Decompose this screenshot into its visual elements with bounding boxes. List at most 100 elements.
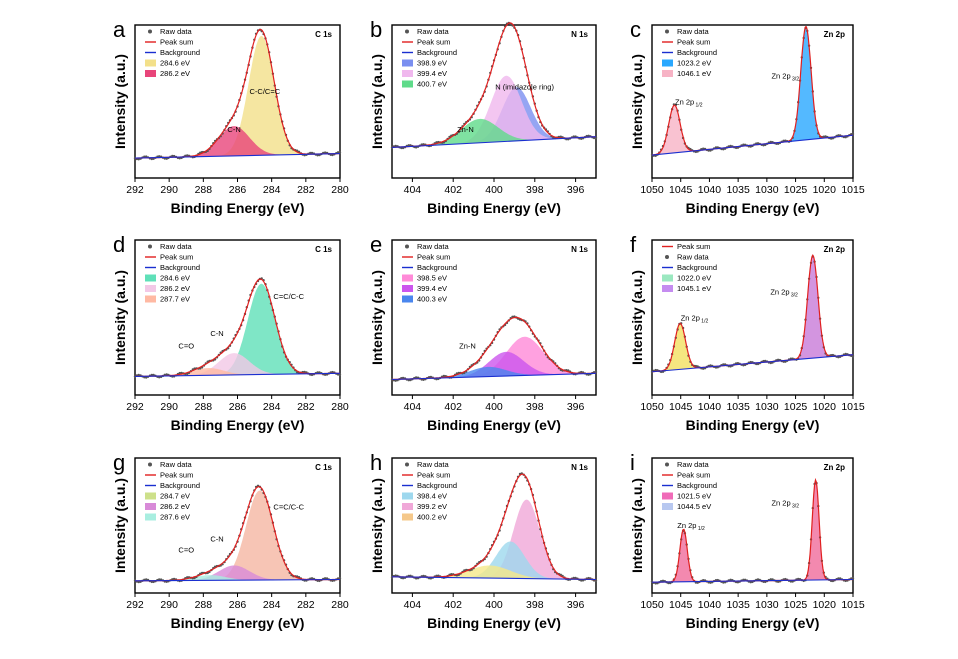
annotation-subscript: 1/2 xyxy=(696,526,705,532)
y-axis-label: Intensity (a.u.) xyxy=(369,54,385,149)
raw-data-point xyxy=(150,580,153,584)
x-tick-label: 1025 xyxy=(784,401,808,413)
peak-annotation: Zn-N xyxy=(459,342,476,351)
raw-data-point xyxy=(338,577,342,580)
peak-annotation: C-C/C=C xyxy=(250,87,281,96)
legend-label: 398.4 eV xyxy=(417,492,447,501)
legend-marker-box xyxy=(662,70,673,77)
raw-data-point xyxy=(776,358,780,361)
legend-label: Peak sum xyxy=(160,471,193,480)
raw-data-point xyxy=(709,581,712,584)
x-tick-label: 1040 xyxy=(698,599,722,611)
raw-data-point xyxy=(722,363,725,366)
raw-data-point xyxy=(158,155,161,158)
legend-label: 286.2 eV xyxy=(160,284,190,293)
raw-data-point xyxy=(429,375,433,379)
panel-letter: e xyxy=(370,232,382,257)
x-tick-label: 1040 xyxy=(698,401,722,413)
background-line xyxy=(651,354,854,373)
raw-data-point xyxy=(414,376,418,379)
annotation-subscript: 3/2 xyxy=(791,503,800,509)
raw-data-point xyxy=(729,144,732,148)
peak-component-0 xyxy=(392,87,596,148)
raw-data-point xyxy=(749,581,752,584)
legend-marker-box xyxy=(402,274,413,282)
x-tick-label: 398 xyxy=(526,599,544,611)
raw-data-point xyxy=(797,577,800,581)
legend-label: Background xyxy=(417,263,457,272)
legend-label: Peak sum xyxy=(677,38,710,47)
legend-label: Raw data xyxy=(677,27,710,36)
raw-data-point xyxy=(844,579,847,583)
raw-data-point xyxy=(789,357,793,360)
panel-c: 1050 1045 1040 1035 1030 1025 1020 1015 Binding … xyxy=(629,17,865,216)
x-tick-label: 396 xyxy=(567,401,585,413)
raw-data-point xyxy=(722,581,725,584)
legend-marker-dot xyxy=(148,244,152,249)
raw-data-point xyxy=(318,371,321,374)
legend-label: 399.4 eV xyxy=(417,284,447,293)
x-tick-label: 398 xyxy=(526,401,544,413)
legend-label: 400.7 eV xyxy=(417,80,447,89)
peak-annotation: C=O xyxy=(178,342,194,351)
raw-data-point xyxy=(729,365,732,368)
x-tick-label: 402 xyxy=(444,401,462,413)
x-tick-label: 396 xyxy=(567,599,585,611)
x-tick-label: 1050 xyxy=(640,184,664,196)
x-axis-label: Binding Energy (eV) xyxy=(686,615,820,631)
x-tick-label: 402 xyxy=(444,184,462,196)
legend-marker-box xyxy=(662,503,673,510)
x-axis-label: Binding Energy (eV) xyxy=(171,200,305,216)
panel-d: 292 290 288 286 284 282 280 Binding Energy (eV)… xyxy=(112,232,349,433)
legend-marker-box xyxy=(402,492,413,500)
x-tick-label: 280 xyxy=(331,401,349,413)
legend-label: Raw data xyxy=(677,460,710,469)
raw-data-point xyxy=(422,574,425,578)
raw-data-point xyxy=(414,577,418,580)
element-region-label: C 1s xyxy=(315,30,332,39)
peak-component-0 xyxy=(392,499,596,580)
panel-letter: i xyxy=(630,450,635,475)
raw-data-point xyxy=(702,147,705,150)
legend-marker-dot xyxy=(405,462,409,467)
legend-label: 399.4 eV xyxy=(417,69,447,78)
raw-data-point xyxy=(171,154,174,158)
x-tick-label: 1025 xyxy=(784,184,808,196)
raw-data-point xyxy=(769,140,772,144)
raw-data-point xyxy=(837,134,840,137)
raw-data-point xyxy=(394,144,397,148)
raw-data-point xyxy=(654,582,657,585)
raw-data-point xyxy=(580,579,583,582)
x-axis-label: Binding Energy (eV) xyxy=(427,417,561,433)
raw-data-point xyxy=(172,577,176,581)
raw-data-point xyxy=(831,579,835,583)
legend-marker-box xyxy=(402,59,413,67)
y-axis-label: Intensity (a.u.) xyxy=(629,270,645,365)
peak-component-2 xyxy=(135,575,340,581)
legend-label: Peak sum xyxy=(677,471,710,480)
x-tick-label: 290 xyxy=(160,401,178,413)
raw-data-point xyxy=(394,574,397,577)
raw-data-point xyxy=(331,370,334,374)
legend-label: Peak sum xyxy=(417,471,450,480)
background-line xyxy=(391,372,597,381)
raw-data-point xyxy=(742,143,745,146)
x-tick-label: 292 xyxy=(126,184,144,196)
x-tick-label: 400 xyxy=(485,401,503,413)
legend-label: Background xyxy=(160,481,200,490)
raw-data-point xyxy=(587,373,590,376)
panel-e: 404 402 400 398 396 Binding Energy (eV) Intens… xyxy=(369,232,598,433)
legend-label: 1022.0 eV xyxy=(677,274,711,283)
legend-label: Background xyxy=(677,48,717,57)
legend-label: 287.6 eV xyxy=(160,513,190,522)
legend-label: Background xyxy=(417,48,457,57)
peak-component-2 xyxy=(392,118,596,148)
raw-data-point xyxy=(736,581,740,584)
raw-data-point xyxy=(165,580,168,583)
legend-marker-box xyxy=(402,503,413,510)
x-tick-label: 1030 xyxy=(755,184,779,196)
legend-label: Background xyxy=(160,48,200,57)
panel-f: 1050 1045 1040 1035 1030 1025 1020 1015 Binding … xyxy=(629,232,865,433)
raw-data-point xyxy=(776,580,780,583)
